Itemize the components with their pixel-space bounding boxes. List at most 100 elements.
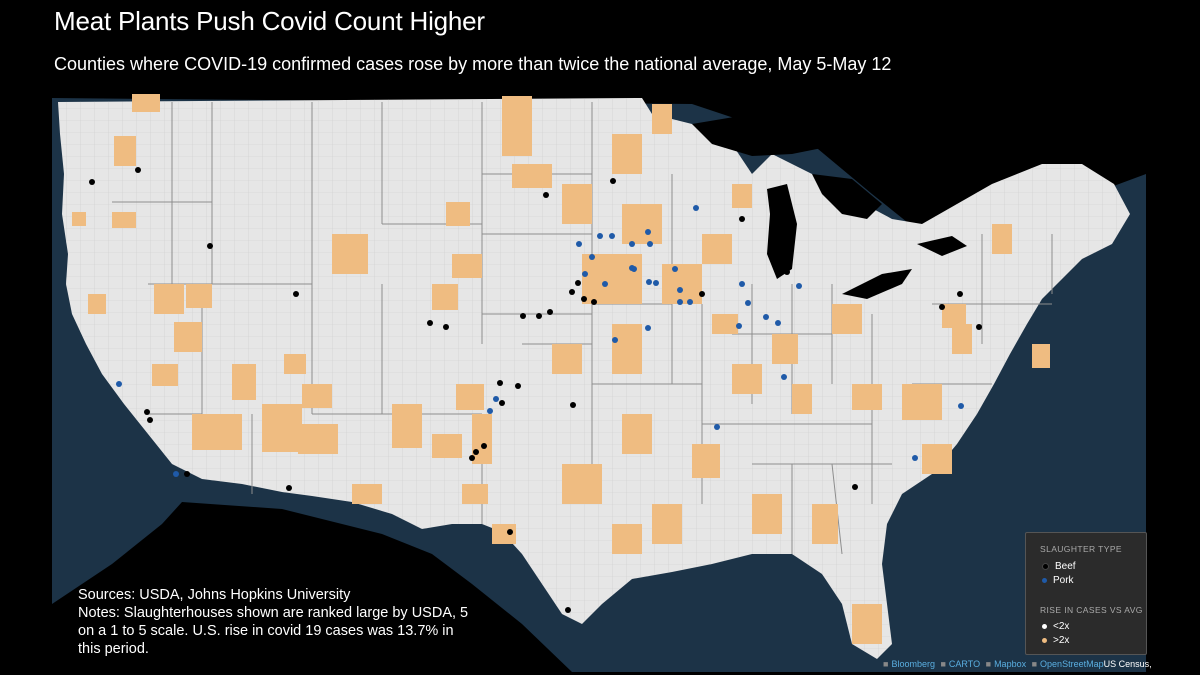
pork-plant-marker — [589, 254, 595, 260]
beef-plant-marker — [575, 280, 581, 286]
pork-plant-marker — [629, 241, 635, 247]
carto-link[interactable]: CARTO — [948, 659, 981, 669]
beef-plant-marker — [135, 167, 141, 173]
notes-block: Sources: USDA, Johns Hopkins University … — [78, 586, 478, 658]
pork-plant-marker — [645, 325, 651, 331]
sources-text: Sources: USDA, Johns Hopkins University — [78, 587, 351, 603]
beef-plant-marker — [507, 529, 513, 535]
pork-plant-marker — [775, 320, 781, 326]
great-lakes — [692, 114, 967, 299]
beef-plant-marker — [89, 179, 95, 185]
pork-plant-marker — [677, 299, 683, 305]
beef-plant-marker — [499, 400, 505, 406]
beef-plant-marker — [427, 320, 433, 326]
us-map[interactable] — [52, 84, 1146, 672]
pork-plant-marker — [487, 408, 493, 414]
pork-plant-marker — [493, 396, 499, 402]
beef-plant-marker — [520, 313, 526, 319]
pork-plant-marker — [714, 424, 720, 430]
beef-plant-marker — [569, 289, 575, 295]
pork-plant-marker — [745, 300, 751, 306]
legend-lt2x-row: <2x — [1042, 621, 1069, 632]
pork-dot-icon — [1042, 578, 1047, 583]
bloomberg-link[interactable]: Bloomberg — [891, 659, 935, 669]
beef-dot-icon — [1042, 563, 1049, 570]
pork-plants — [116, 205, 964, 477]
canada-land — [52, 84, 1146, 259]
beef-plant-marker — [976, 324, 982, 330]
beef-plant-marker — [852, 484, 858, 490]
pork-plant-marker — [672, 266, 678, 272]
pork-plant-marker — [597, 233, 603, 239]
beef-plant-marker — [144, 409, 150, 415]
legend-slaughter-title: SLAUGHTER TYPE — [1040, 544, 1122, 554]
beef-plant-marker — [739, 216, 745, 222]
pork-plant-marker — [631, 266, 637, 272]
pork-plant-marker — [653, 280, 659, 286]
map-subtitle: Counties where COVID-19 confirmed cases … — [54, 54, 892, 74]
pork-plant-marker — [781, 374, 787, 380]
pork-plant-marker — [645, 229, 651, 235]
beef-plants — [89, 167, 982, 613]
legend-beef-row: Beef — [1042, 561, 1076, 572]
map-title: Meat Plants Push Covid Count Higher — [54, 6, 485, 36]
mapbox-link[interactable]: Mapbox — [994, 659, 1027, 669]
pork-plant-marker — [739, 281, 745, 287]
beef-plant-marker — [565, 607, 571, 613]
pork-plant-marker — [687, 299, 693, 305]
beef-plant-marker — [610, 178, 616, 184]
pork-plant-marker — [736, 323, 742, 329]
pork-plant-marker — [912, 455, 918, 461]
beef-plant-marker — [784, 269, 790, 275]
pork-plant-marker — [958, 403, 964, 409]
pork-plant-marker — [576, 241, 582, 247]
notes-text: Notes: Slaughterhouses shown are ranked … — [78, 605, 469, 657]
beef-plant-marker — [497, 380, 503, 386]
beef-plant-marker — [570, 402, 576, 408]
legend-beef-label: Beef — [1055, 561, 1076, 572]
beef-plant-marker — [473, 449, 479, 455]
beef-plant-marker — [443, 324, 449, 330]
counties-over-2x — [72, 94, 1050, 644]
legend-pork-label: Pork — [1053, 575, 1074, 586]
mexico-land — [52, 502, 572, 672]
openstreetmap-link[interactable]: OpenStreetMap — [1040, 659, 1104, 669]
gt2x-dot-icon — [1042, 638, 1047, 643]
pork-plant-marker — [116, 381, 122, 387]
legend-rise-title: RISE IN CASES VS AVG — [1040, 605, 1143, 615]
pork-plant-marker — [646, 279, 652, 285]
pork-plant-marker — [693, 205, 699, 211]
pork-plant-marker — [582, 271, 588, 277]
lt2x-dot-icon — [1042, 624, 1047, 629]
beef-plant-marker — [581, 296, 587, 302]
beef-plant-marker — [293, 291, 299, 297]
legend-pork-row: Pork — [1042, 575, 1074, 586]
pork-plant-marker — [602, 281, 608, 287]
map-legend: SLAUGHTER TYPE Beef Pork RISE IN CASES V… — [1025, 532, 1147, 655]
beef-plant-marker — [515, 383, 521, 389]
beef-plant-marker — [591, 299, 597, 305]
beef-plant-marker — [184, 471, 190, 477]
beef-plant-marker — [543, 192, 549, 198]
beef-plant-marker — [481, 443, 487, 449]
legend-lt2x-label: <2x — [1053, 621, 1070, 632]
beef-plant-marker — [469, 455, 475, 461]
beef-plant-marker — [547, 309, 553, 315]
beef-plant-marker — [536, 313, 542, 319]
pork-plant-marker — [763, 314, 769, 320]
map-attribution: ■ Bloomberg ■ CARTO ■ Mapbox ■ OpenStreetMap… — [883, 659, 1152, 669]
legend-gt2x-label: >2x — [1053, 635, 1070, 646]
beef-plant-marker — [957, 291, 963, 297]
pork-plant-marker — [173, 471, 179, 477]
beef-plant-marker — [147, 417, 153, 423]
beef-plant-marker — [939, 304, 945, 310]
beef-plant-marker — [207, 243, 213, 249]
pork-plant-marker — [612, 337, 618, 343]
pork-plant-marker — [609, 233, 615, 239]
pork-plant-marker — [677, 287, 683, 293]
us-map-svg — [52, 84, 1146, 672]
pork-plant-marker — [796, 283, 802, 289]
legend-gt2x-row: >2x — [1042, 635, 1069, 646]
beef-plant-marker — [286, 485, 292, 491]
census-credit: US Census, — [1103, 659, 1152, 669]
